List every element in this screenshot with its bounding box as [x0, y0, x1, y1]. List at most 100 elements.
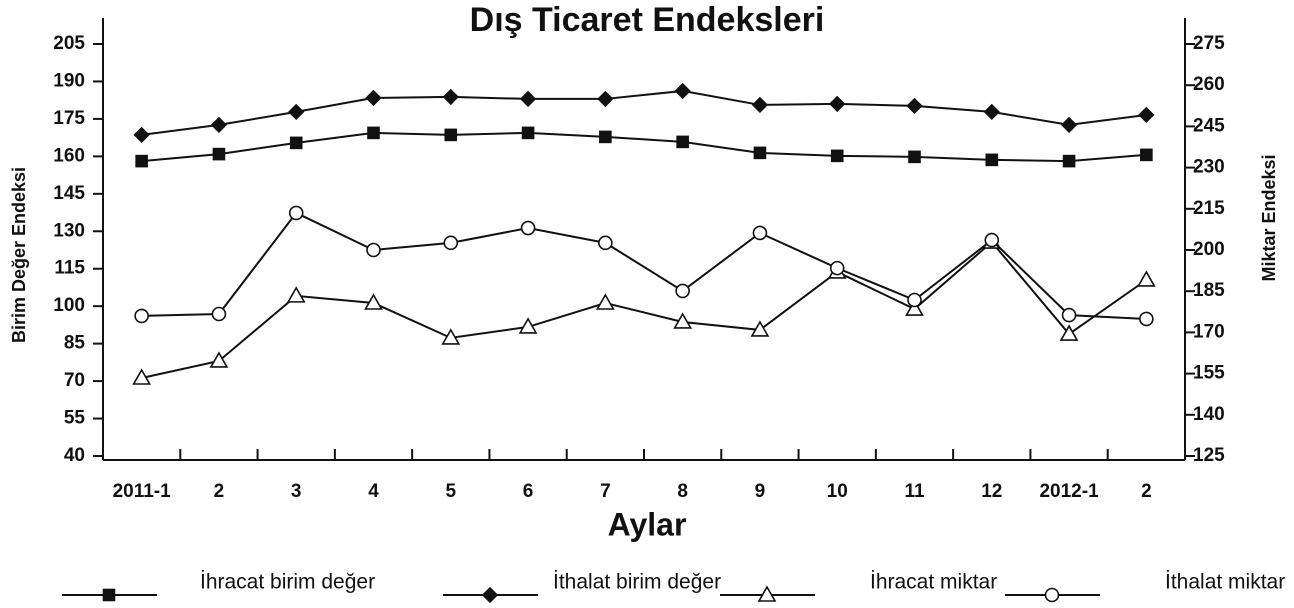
x-tick-label: 5 — [445, 481, 456, 502]
marker — [984, 232, 1000, 248]
marker — [212, 147, 226, 161]
y-tick-label: 100 — [53, 295, 85, 316]
marker — [674, 82, 691, 100]
marker — [907, 292, 922, 308]
marker — [442, 88, 459, 106]
marker — [132, 368, 152, 385]
y-axis-label: Birim Değer Endeksi — [9, 167, 29, 343]
x-tick-label: 7 — [600, 481, 611, 502]
marker — [288, 103, 305, 121]
x-tick-label: 2012-1 — [1039, 481, 1099, 502]
marker — [519, 90, 537, 108]
y2-tick-label: 200 — [1193, 239, 1225, 260]
y-tick-label: 70 — [64, 370, 85, 391]
legend-label: İhracat birim değer — [200, 571, 375, 594]
marker — [676, 135, 689, 149]
marker — [367, 126, 380, 140]
marker — [1138, 106, 1155, 124]
y2-tick-label: 170 — [1193, 321, 1225, 342]
marker — [752, 225, 768, 241]
marker — [1136, 270, 1156, 287]
marker — [1060, 116, 1078, 134]
x-tick-label: 11 — [904, 481, 925, 502]
marker — [985, 153, 999, 167]
y-tick-label: 115 — [54, 258, 85, 279]
marker — [829, 260, 845, 276]
y-tick-label: 190 — [53, 70, 85, 91]
marker — [595, 293, 615, 310]
marker — [134, 308, 149, 324]
marker — [673, 312, 693, 329]
y2-tick-label: 215 — [1193, 198, 1225, 219]
marker — [830, 149, 844, 163]
x-tick-label: 4 — [368, 481, 379, 502]
marker — [757, 585, 777, 602]
y-tick-label: 160 — [53, 145, 85, 166]
marker — [675, 283, 690, 299]
marker — [102, 588, 116, 602]
legend-label: İthalat birim değer — [553, 571, 721, 594]
marker — [209, 351, 229, 368]
y2-tick-label: 185 — [1193, 280, 1225, 301]
marker — [135, 154, 148, 168]
marker — [521, 126, 535, 140]
marker — [289, 136, 303, 150]
y2-tick-label: 140 — [1193, 404, 1225, 425]
marker — [597, 90, 614, 108]
series-line — [141, 131, 1147, 163]
marker — [441, 328, 461, 345]
y-tick-label: 85 — [64, 333, 86, 354]
marker — [133, 126, 150, 144]
x-axis-label: Aylar — [608, 506, 687, 542]
marker — [364, 293, 383, 310]
marker — [444, 128, 458, 142]
marker — [599, 130, 612, 144]
marker — [211, 306, 227, 322]
y2-tick-label: 260 — [1193, 74, 1225, 95]
marker — [520, 220, 536, 236]
marker — [751, 96, 769, 114]
y2-tick-label: 275 — [1193, 33, 1225, 54]
legend-label: İhracat miktar — [870, 571, 997, 594]
series-line — [141, 89, 1147, 136]
marker — [1044, 587, 1060, 603]
chart-title: Dış Ticaret Endeksleri — [470, 1, 825, 39]
y-tick-label: 55 — [64, 408, 86, 429]
marker — [288, 205, 304, 221]
y2-tick-label: 125 — [1193, 445, 1225, 466]
x-tick-label: 12 — [981, 481, 1002, 502]
x-tick-label: 6 — [523, 481, 534, 502]
x-tick-label: 3 — [291, 481, 302, 502]
x-tick-label: 2 — [1141, 481, 1152, 502]
x-tick-label: 8 — [677, 481, 688, 502]
y-tick-label: 40 — [64, 445, 85, 466]
marker — [518, 317, 538, 334]
series-line — [141, 211, 1147, 320]
marker — [908, 150, 921, 164]
x-tick-label: 2 — [214, 481, 225, 502]
x-tick-label: 9 — [755, 481, 766, 502]
series-line — [141, 240, 1147, 379]
y2-tick-label: 230 — [1193, 157, 1225, 178]
marker — [753, 146, 767, 160]
marker — [905, 299, 924, 316]
y-tick-label: 205 — [53, 33, 85, 54]
marker — [1140, 148, 1153, 162]
marker — [1061, 307, 1077, 323]
y-tick-label: 130 — [53, 220, 85, 241]
marker — [983, 103, 1000, 121]
marker — [750, 320, 770, 337]
marker — [1139, 311, 1154, 327]
legend-label: İthalat miktar — [1165, 571, 1285, 594]
marker — [366, 242, 381, 258]
x-tick-label: 10 — [827, 481, 848, 502]
marker — [829, 95, 846, 113]
y2-tick-label: 245 — [1193, 115, 1225, 136]
y-tick-label: 175 — [53, 108, 85, 129]
marker — [286, 286, 306, 303]
y-tick-label: 145 — [53, 183, 85, 204]
marker — [210, 116, 228, 134]
marker — [443, 235, 459, 251]
x-tick-label: 2011-1 — [113, 481, 172, 502]
